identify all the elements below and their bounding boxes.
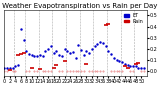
Legend: ET, Rain: ET, Rain (123, 12, 144, 25)
Title: Milwaukee Weather Evapotranspiration vs Rain per Day (Inches): Milwaukee Weather Evapotranspiration vs … (0, 3, 160, 9)
